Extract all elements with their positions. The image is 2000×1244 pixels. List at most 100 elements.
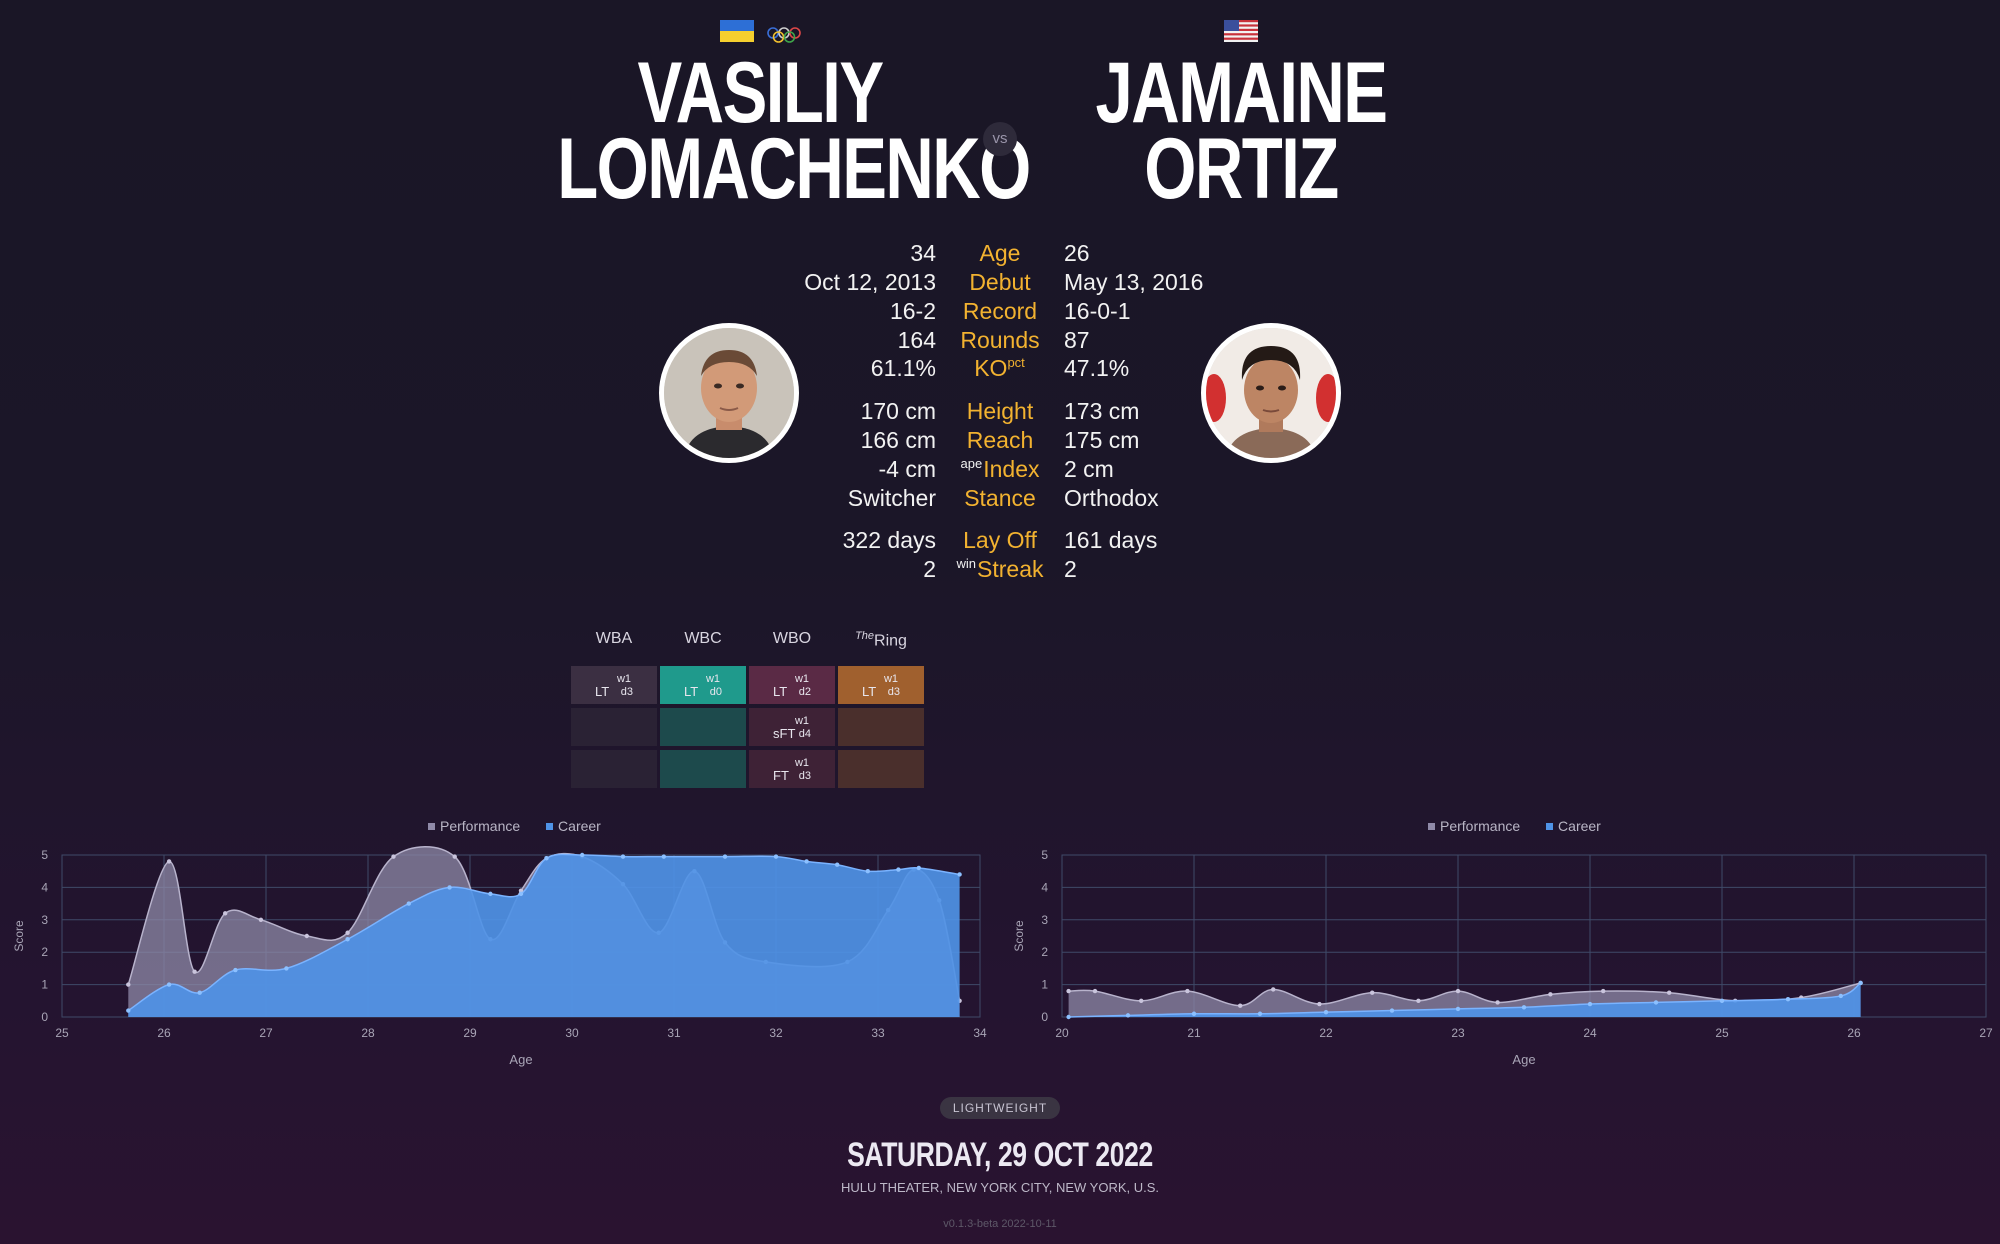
data-point-performance[interactable] — [1455, 988, 1461, 994]
data-point-career[interactable] — [197, 990, 202, 995]
x-tick-label: 33 — [871, 1026, 885, 1040]
legend-career[interactable]: Career — [546, 818, 601, 834]
stat-row-ape-index: -4 cm apeIndex 2 cm — [0, 456, 2000, 485]
data-point-performance[interactable] — [452, 854, 457, 859]
belt-cell-wba-lt[interactable]: w1 LT d3 — [571, 666, 657, 704]
label-streak-sup: win — [956, 556, 977, 571]
data-point-performance[interactable] — [1416, 998, 1421, 1003]
x-axis-label: Age — [1512, 1052, 1535, 1067]
right-fighter-avatar[interactable] — [1201, 323, 1341, 463]
data-point-performance[interactable] — [1601, 988, 1606, 994]
data-point-career[interactable] — [1653, 1000, 1659, 1005]
data-point-career[interactable] — [804, 859, 809, 864]
data-point-career[interactable] — [126, 1008, 131, 1013]
data-point-career[interactable] — [1719, 998, 1725, 1003]
data-point-career[interactable] — [1858, 980, 1863, 986]
right-rounds: 87 — [1064, 327, 1090, 353]
data-point-career[interactable] — [488, 891, 493, 897]
data-point-career[interactable] — [620, 854, 626, 859]
data-point-performance[interactable] — [1667, 990, 1672, 995]
legend-career[interactable]: Career — [1546, 818, 1601, 834]
data-point-performance[interactable] — [1317, 1001, 1322, 1007]
label-lay-off: Lay Off — [963, 527, 1037, 553]
belt-cell-empty — [571, 750, 657, 788]
legend-performance[interactable]: Performance — [1428, 818, 1520, 834]
data-point-performance[interactable] — [223, 911, 228, 916]
belt-header-wbc: WBC — [684, 630, 722, 647]
left-ko-pct: 61.1% — [870, 355, 936, 381]
chart-gridlines — [1061, 854, 1987, 1018]
data-point-performance[interactable] — [518, 888, 524, 893]
data-point-career[interactable] — [1785, 996, 1791, 1002]
data-point-performance[interactable] — [258, 917, 264, 922]
data-point-career[interactable] — [773, 854, 779, 859]
data-point-performance[interactable] — [1548, 992, 1553, 997]
right-last-name: ORTIZ — [1144, 121, 1339, 217]
belt-cell-wbo-sft[interactable]: w1 sFT d4 — [749, 708, 835, 746]
data-point-career[interactable] — [1125, 1013, 1131, 1018]
label-record: Record — [962, 298, 1038, 324]
x-tick-label: 27 — [259, 1026, 273, 1040]
x-tick-label: 23 — [1451, 1026, 1465, 1040]
data-point-career[interactable] — [1066, 1014, 1071, 1020]
belt-header-wba: WBA — [595, 630, 633, 647]
belt-cell-ring-lt[interactable]: w1 LT d3 — [838, 666, 924, 704]
data-point-performance[interactable] — [1238, 1003, 1243, 1008]
stat-row-win-streak: 2 winStreak 2 — [0, 556, 2000, 585]
data-point-career[interactable] — [1521, 1005, 1527, 1010]
data-point-performance[interactable] — [1370, 990, 1375, 995]
data-point-career[interactable] — [1257, 1011, 1263, 1016]
data-point-career[interactable] — [1323, 1009, 1329, 1015]
legend-performance-swatch — [1428, 823, 1435, 830]
data-point-career[interactable] — [1191, 1011, 1197, 1016]
x-tick-label: 26 — [157, 1026, 171, 1040]
data-point-career[interactable] — [345, 937, 350, 942]
data-point-career[interactable] — [580, 852, 585, 858]
series-area-career — [1068, 982, 1861, 1017]
data-point-performance[interactable] — [1185, 988, 1190, 994]
x-tick-label: 34 — [973, 1026, 987, 1040]
data-point-career[interactable] — [896, 867, 901, 872]
data-point-career[interactable] — [284, 966, 289, 971]
belt-wins: w1 — [794, 673, 809, 685]
data-point-performance[interactable] — [126, 982, 131, 987]
data-point-performance[interactable] — [1092, 988, 1098, 994]
data-point-career[interactable] — [544, 856, 549, 861]
data-point-career[interactable] — [835, 862, 840, 867]
data-point-career[interactable] — [661, 854, 666, 859]
data-point-performance[interactable] — [1271, 987, 1276, 992]
data-point-performance[interactable] — [391, 854, 396, 859]
data-point-career[interactable] — [957, 872, 962, 877]
legend-performance[interactable]: Performance — [428, 818, 520, 834]
data-point-career[interactable] — [916, 865, 921, 871]
data-point-career[interactable] — [722, 854, 728, 859]
data-point-career[interactable] — [166, 982, 172, 987]
belt-defenses: d0 — [709, 686, 722, 698]
data-point-career[interactable] — [406, 901, 411, 906]
stat-row-record: 16-2 Record 16-0-1 — [0, 298, 2000, 327]
legend-performance-label: Performance — [1440, 818, 1521, 834]
data-point-performance[interactable] — [1495, 1000, 1500, 1005]
data-point-career[interactable] — [1587, 1001, 1593, 1007]
data-point-career[interactable] — [518, 891, 524, 897]
data-point-career[interactable] — [1455, 1006, 1461, 1012]
data-point-performance[interactable] — [345, 930, 350, 935]
data-point-career[interactable] — [233, 967, 238, 973]
data-point-performance[interactable] — [304, 933, 309, 939]
x-tick-label: 26 — [1847, 1026, 1861, 1040]
data-point-career[interactable] — [447, 885, 452, 890]
right-fighter-name: JAMAINE ORTIZ — [1038, 50, 1444, 217]
data-point-career[interactable] — [1389, 1008, 1395, 1013]
data-point-performance[interactable] — [1066, 988, 1071, 994]
data-point-performance[interactable] — [166, 859, 172, 864]
data-point-performance[interactable] — [192, 969, 197, 974]
belt-cell-wbc-lt[interactable]: w1 LT d0 — [660, 666, 746, 704]
data-point-career[interactable] — [865, 869, 870, 874]
data-point-performance[interactable] — [1139, 998, 1144, 1003]
ukraine-flag-icon — [720, 20, 754, 42]
y-tick-label: 3 — [1041, 913, 1048, 927]
belt-cell-wbo-lt[interactable]: w1 LT d2 — [749, 666, 835, 704]
belt-cell-wbo-ft[interactable]: w1 FT d3 — [749, 750, 835, 788]
left-fighter-avatar[interactable] — [659, 323, 799, 463]
data-point-career[interactable] — [1838, 993, 1843, 999]
